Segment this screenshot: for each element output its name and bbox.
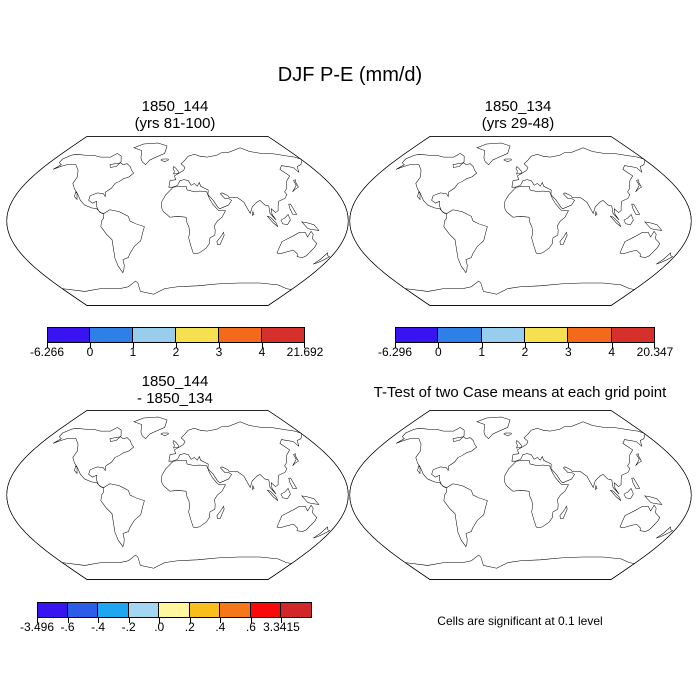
coastline-borneo [623,213,634,226]
coastline-greenland [133,142,168,166]
map-panel-top-left [6,136,349,306]
coastline-northAmerica [52,153,134,214]
globe-outline [6,136,349,306]
panel-title-line: 1850_134 [484,98,552,115]
panel-title-line: 1850_144 [141,373,209,390]
coastline-newGuinea [644,221,663,231]
coastline-japan [292,179,299,193]
coastline-northAmerica [395,153,477,214]
map-panel-top-right [349,136,692,306]
coastline-southAmerica [443,209,488,274]
globe-outline [349,136,692,306]
coastline-eurasia [168,147,303,221]
coastline-greenland [476,142,511,166]
coastline-sriLanka [251,210,255,216]
coastline-newZealand [313,252,331,265]
coastline-sriLanka [594,210,598,216]
panel-title-top-right: 1850_134 (yrs 29-48) [418,98,618,132]
coastlines [52,142,331,306]
panel-title-bottom-left: 1850_144 - 1850_134 [75,373,275,407]
coastline-antarctica [62,280,293,306]
coastline-africa [161,185,226,255]
coastline-madagascar [559,231,568,245]
globe-outline [6,410,349,580]
coastline-sumatra [266,215,279,227]
coastline-uk [515,166,522,175]
panel-title-line: 1850_144 [141,98,209,115]
coastline-southAmerica [100,209,145,274]
coastline-antarctica [405,280,636,306]
panel-title-bottom-right: T-Test of two Case means at each grid po… [350,384,690,401]
panel-title-line: - 1850_134 [137,390,213,407]
coastline-eurasia [511,147,646,221]
figure-title: DJF P-E (mm/d) [277,64,423,86]
panel-title-line: (yrs 29-48) [481,115,555,132]
coastline-philippines [631,203,641,215]
coastline-newZealand [656,252,674,265]
coastline-australia [276,230,318,258]
coastline-japan [635,179,642,193]
coastlines [395,142,674,306]
globe-border [6,136,349,306]
coastline-africa [504,185,569,255]
panel-title-line: (yrs 81-100) [134,115,216,132]
panel-title-top-left: 1850_144 (yrs 81-100) [75,98,275,132]
coastline-philippines [288,203,298,215]
coastline-newGuinea [301,221,320,231]
globe-border [349,136,692,306]
coastline-sumatra [609,215,622,227]
panel-title-line: T-Test of two Case means at each grid po… [373,384,667,401]
coastline-iceland [160,158,169,163]
coastline-iceland [503,158,512,163]
map-panel-bottom-left [6,410,349,580]
coastline-madagascar [216,231,225,245]
coastline-borneo [280,213,291,226]
coastline-australia [619,230,661,258]
coastline-uk [172,166,179,175]
